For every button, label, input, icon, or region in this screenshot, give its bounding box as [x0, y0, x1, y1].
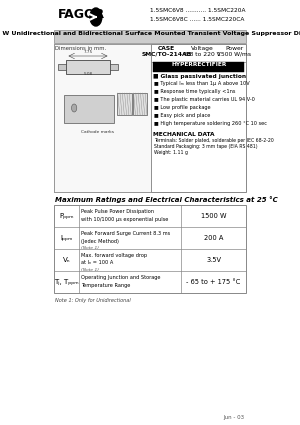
Text: 7.75: 7.75 [83, 50, 93, 54]
Text: Dimensions in mm.: Dimensions in mm. [55, 46, 106, 51]
Text: 3.5V: 3.5V [206, 257, 221, 263]
Bar [58, 64, 66, 70]
Text: ■ Glass passivated junction: ■ Glass passivated junction [153, 74, 246, 79]
Text: Max. forward voltage drop: Max. forward voltage drop [81, 253, 147, 258]
Text: 1500 W: 1500 W [201, 213, 226, 219]
Text: Temperature Range: Temperature Range [81, 283, 130, 287]
Text: Note 1: Only for Unidirectional: Note 1: Only for Unidirectional [55, 298, 131, 303]
Text: Terminals: Solder plated, solderable per IEC 68-2-20: Terminals: Solder plated, solderable per… [154, 138, 274, 143]
Text: 200 A: 200 A [204, 235, 223, 241]
Bar [54, 44, 151, 192]
Text: FAGOR: FAGOR [58, 8, 105, 21]
Text: MECHANICAL DATA: MECHANICAL DATA [153, 132, 214, 137]
Text: CASE
SMC/TO-214AB: CASE SMC/TO-214AB [141, 46, 192, 57]
Bar [54, 30, 246, 43]
Text: Peak Forward Surge Current 8.3 ms: Peak Forward Surge Current 8.3 ms [81, 231, 170, 236]
Text: Power
1500 W/ms: Power 1500 W/ms [218, 46, 251, 57]
Text: Pₚₚₘ: Pₚₚₘ [59, 213, 74, 219]
Text: (Jedec Method): (Jedec Method) [81, 238, 118, 244]
Text: Standard Packaging: 3 mm tape (EIA RS 481): Standard Packaging: 3 mm tape (EIA RS 48… [154, 144, 258, 149]
Text: at Iₙ = 100 A: at Iₙ = 100 A [81, 261, 113, 266]
Text: 5.08: 5.08 [83, 72, 93, 76]
Text: ■ Typical Iₘ less than 1μ A above 10V: ■ Typical Iₘ less than 1μ A above 10V [154, 81, 250, 86]
Bar [133, 93, 147, 115]
Text: 1.5SMC6V8 ........... 1.5SMC220A: 1.5SMC6V8 ........... 1.5SMC220A [150, 8, 245, 13]
Text: (Note 1): (Note 1) [81, 246, 99, 250]
Bar [110, 64, 118, 70]
Text: Weight: 1.11 g: Weight: 1.11 g [154, 150, 188, 155]
Circle shape [90, 8, 102, 26]
Text: - 65 to + 175 °C: - 65 to + 175 °C [187, 279, 241, 285]
Text: Maximum Ratings and Electrical Characteristics at 25 °C: Maximum Ratings and Electrical Character… [55, 196, 278, 203]
Bar [51, 0, 249, 55]
Bar [54, 44, 246, 192]
Text: ■ Low profile package: ■ Low profile package [154, 105, 211, 110]
Text: 1500 W Unidirectional and Bidirectional Surface Mounted Transient Voltage Suppre: 1500 W Unidirectional and Bidirectional … [0, 31, 300, 36]
Text: Tⱼ, Tₚₚₘ: Tⱼ, Tₚₚₘ [54, 279, 79, 285]
Bar [153, 62, 244, 72]
Text: 1.5SMC6V8C ...... 1.5SMC220CA: 1.5SMC6V8C ...... 1.5SMC220CA [150, 17, 244, 22]
Text: Jun - 03: Jun - 03 [223, 415, 244, 420]
Text: (Note 1): (Note 1) [81, 268, 99, 272]
Text: Peak Pulse Power Dissipation: Peak Pulse Power Dissipation [81, 209, 154, 214]
Text: Voltage
6.8 to 220 V: Voltage 6.8 to 220 V [184, 46, 221, 57]
Text: HYPERRECTIFIER: HYPERRECTIFIER [171, 62, 226, 67]
Text: Cathode marks: Cathode marks [81, 130, 114, 134]
Text: ■ The plastic material carries UL 94 V-0: ■ The plastic material carries UL 94 V-0 [154, 97, 255, 102]
Text: Operating Junction and Storage: Operating Junction and Storage [81, 275, 160, 280]
Bar [64, 95, 114, 123]
Text: ■ Response time typically <1ns: ■ Response time typically <1ns [154, 89, 235, 94]
Text: with 10/1000 μs exponential pulse: with 10/1000 μs exponential pulse [81, 216, 168, 221]
Circle shape [71, 104, 77, 112]
Text: ■ High temperature soldering 260 °C 10 sec: ■ High temperature soldering 260 °C 10 s… [154, 121, 267, 126]
Text: Iₚₚₘ: Iₚₚₘ [60, 235, 72, 241]
Text: ■ Easy pick and place: ■ Easy pick and place [154, 113, 210, 118]
Text: Vₙ: Vₙ [62, 257, 70, 263]
Bar [66, 60, 110, 74]
Bar [54, 205, 246, 293]
Bar [117, 93, 131, 115]
